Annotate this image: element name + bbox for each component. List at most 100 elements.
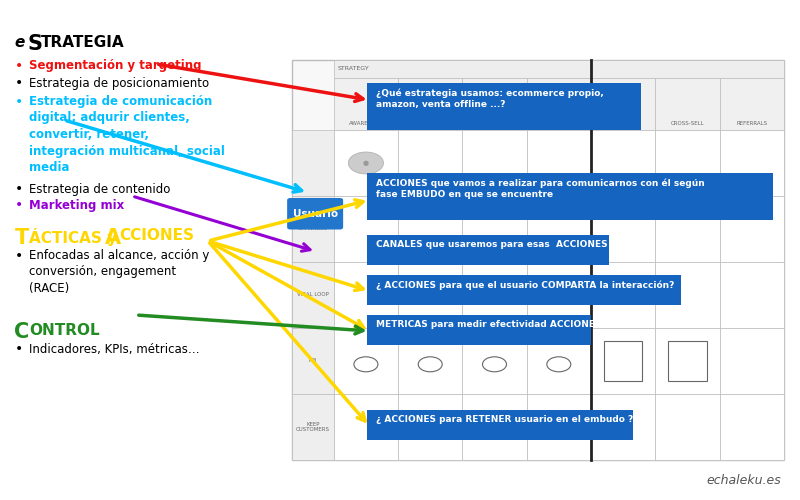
Text: C: C — [14, 322, 30, 342]
Text: Marketing mix: Marketing mix — [29, 198, 124, 211]
Text: KEEP
CUSTOMERS: KEEP CUSTOMERS — [296, 422, 330, 432]
FancyBboxPatch shape — [526, 262, 591, 328]
FancyBboxPatch shape — [719, 78, 784, 130]
Text: PURCHASE: PURCHASE — [544, 121, 574, 126]
FancyBboxPatch shape — [526, 196, 591, 262]
Text: UP-SELL: UP-SELL — [612, 121, 634, 126]
Text: •: • — [14, 95, 22, 109]
FancyBboxPatch shape — [462, 328, 526, 394]
FancyBboxPatch shape — [462, 394, 526, 460]
FancyBboxPatch shape — [334, 78, 398, 130]
Text: T: T — [14, 228, 29, 248]
Text: AWARENESS: AWARENESS — [349, 121, 383, 126]
FancyBboxPatch shape — [655, 262, 719, 328]
Text: CROSS-SELL: CROSS-SELL — [670, 121, 704, 126]
Text: ¿ ACCIONES para que el usuario COMPARTA la interacción?: ¿ ACCIONES para que el usuario COMPARTA … — [376, 280, 674, 289]
Circle shape — [547, 357, 571, 372]
FancyBboxPatch shape — [526, 78, 591, 130]
FancyBboxPatch shape — [655, 78, 719, 130]
FancyBboxPatch shape — [655, 394, 719, 460]
Circle shape — [354, 357, 378, 372]
Text: Enfocadas al alcance, acción y
conversión, engagement
(RACE): Enfocadas al alcance, acción y conversió… — [29, 249, 209, 295]
Text: Usuario: Usuario — [293, 209, 338, 219]
Text: •: • — [14, 198, 22, 212]
Text: CHANNELS: CHANNELS — [298, 226, 328, 232]
Text: REFERRALS: REFERRALS — [736, 121, 767, 126]
FancyBboxPatch shape — [292, 394, 334, 460]
FancyBboxPatch shape — [719, 328, 784, 394]
FancyBboxPatch shape — [668, 341, 706, 381]
FancyBboxPatch shape — [526, 394, 591, 460]
FancyBboxPatch shape — [292, 60, 784, 460]
Text: Estrategia de posicionamiento: Estrategia de posicionamiento — [29, 76, 209, 90]
Text: ¿ ACCIONES para RETENER usuario en el embudo ?: ¿ ACCIONES para RETENER usuario en el em… — [376, 415, 633, 424]
FancyBboxPatch shape — [367, 234, 610, 264]
FancyBboxPatch shape — [367, 314, 591, 344]
FancyBboxPatch shape — [398, 78, 462, 130]
Text: e: e — [14, 35, 25, 50]
FancyBboxPatch shape — [462, 262, 526, 328]
Text: S: S — [28, 34, 43, 54]
Circle shape — [418, 357, 442, 372]
Circle shape — [348, 152, 383, 174]
Text: ONTROL: ONTROL — [29, 323, 99, 338]
FancyBboxPatch shape — [334, 262, 398, 328]
Text: VIRAL LOOP: VIRAL LOOP — [297, 292, 329, 298]
Text: •: • — [14, 59, 22, 73]
FancyBboxPatch shape — [292, 130, 334, 196]
FancyBboxPatch shape — [591, 78, 655, 130]
FancyBboxPatch shape — [367, 173, 774, 220]
Text: ●: ● — [363, 160, 369, 166]
FancyBboxPatch shape — [334, 60, 784, 78]
FancyBboxPatch shape — [591, 130, 655, 196]
Text: Estrategia de contenido: Estrategia de contenido — [29, 182, 170, 196]
Text: •: • — [14, 182, 22, 196]
FancyBboxPatch shape — [591, 262, 655, 328]
FancyBboxPatch shape — [591, 196, 655, 262]
Circle shape — [482, 357, 506, 372]
Text: •: • — [14, 249, 22, 263]
FancyBboxPatch shape — [398, 262, 462, 328]
FancyBboxPatch shape — [526, 328, 591, 394]
FancyBboxPatch shape — [334, 196, 398, 262]
FancyBboxPatch shape — [604, 341, 642, 381]
Text: •: • — [14, 342, 22, 356]
Text: STRATEGY: STRATEGY — [338, 66, 370, 71]
Text: ACCIONES que vamos a realizar para comunicarnos con él según
fase EMBUDO en que : ACCIONES que vamos a realizar para comun… — [376, 178, 705, 199]
FancyBboxPatch shape — [367, 410, 634, 440]
Text: CANALES que usaremos para esas  ACCIONES: CANALES que usaremos para esas ACCIONES — [376, 240, 607, 249]
FancyBboxPatch shape — [292, 196, 334, 262]
Text: KPI: KPI — [309, 358, 317, 364]
FancyBboxPatch shape — [462, 78, 526, 130]
Text: TRATEGIA: TRATEGIA — [41, 35, 125, 50]
FancyBboxPatch shape — [655, 328, 719, 394]
FancyBboxPatch shape — [719, 130, 784, 196]
FancyBboxPatch shape — [367, 83, 642, 130]
FancyBboxPatch shape — [526, 130, 591, 196]
FancyBboxPatch shape — [462, 196, 526, 262]
FancyBboxPatch shape — [287, 198, 343, 230]
Text: •: • — [14, 76, 22, 90]
Text: CONSIDERATION: CONSIDERATION — [472, 121, 517, 126]
Text: Estrategia de comunicación
digital: adqurir clientes,
convertir, retener,
integr: Estrategia de comunicación digital: adqu… — [29, 95, 225, 174]
FancyBboxPatch shape — [591, 394, 655, 460]
FancyBboxPatch shape — [719, 196, 784, 262]
FancyBboxPatch shape — [334, 130, 398, 196]
Text: CCIONES: CCIONES — [119, 228, 194, 243]
FancyBboxPatch shape — [367, 274, 682, 304]
Text: A: A — [105, 228, 121, 248]
Text: echaleku.es: echaleku.es — [706, 474, 782, 488]
FancyBboxPatch shape — [334, 328, 398, 394]
FancyBboxPatch shape — [398, 328, 462, 394]
FancyBboxPatch shape — [398, 394, 462, 460]
Text: INTEREST: INTEREST — [417, 121, 443, 126]
Text: METRICAS para medir efectividad ACCIONES: METRICAS para medir efectividad ACCIONES — [376, 320, 602, 329]
FancyBboxPatch shape — [591, 328, 655, 394]
FancyBboxPatch shape — [655, 196, 719, 262]
FancyBboxPatch shape — [655, 130, 719, 196]
Text: ÁCTICAS y: ÁCTICAS y — [29, 228, 122, 246]
Text: Segmentación y targeting: Segmentación y targeting — [29, 59, 202, 72]
FancyBboxPatch shape — [719, 262, 784, 328]
FancyBboxPatch shape — [292, 262, 334, 328]
Text: Indicadores, KPIs, métricas…: Indicadores, KPIs, métricas… — [29, 342, 199, 355]
